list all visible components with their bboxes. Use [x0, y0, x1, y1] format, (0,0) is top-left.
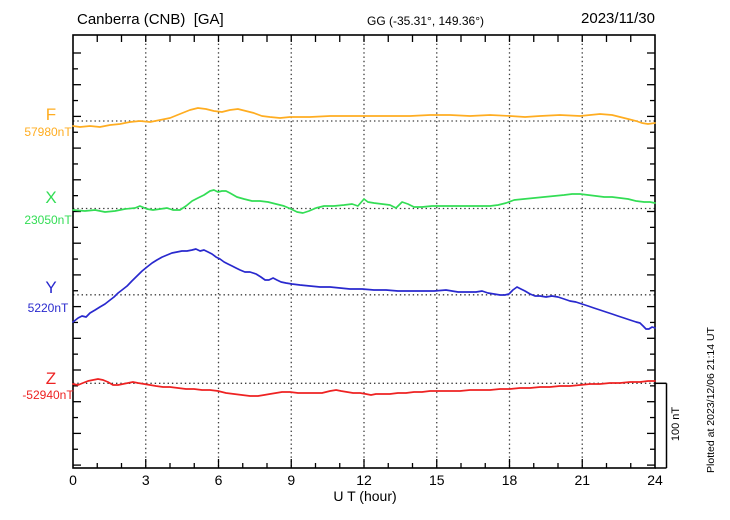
x-axis-label: U T (hour) [333, 488, 397, 504]
series-baseline-Y: 5220nT [27, 301, 69, 315]
series-label-F: F [45, 105, 57, 124]
trace-Y [72, 248, 656, 330]
series-baseline-F: 57980nT [24, 124, 72, 139]
series-label-Y: Y [45, 278, 57, 297]
x-tick-label-12: 12 [356, 472, 372, 488]
trace-X [72, 189, 656, 214]
x-tick-label-18: 18 [501, 472, 518, 488]
x-tick-label-24: 24 [647, 472, 663, 488]
geo-coordinates-label: GG (-35.31°, 149.36°) [367, 14, 484, 28]
x-tick-label-15: 15 [428, 472, 445, 488]
x-tick-label-6: 6 [214, 472, 223, 488]
x-tick-label-3: 3 [141, 472, 150, 488]
series-label-X: X [45, 188, 57, 207]
plotted-timestamp: Plotted at 2023/12/06 21:14 UT [705, 327, 717, 473]
series-baseline-X: 23050nT [24, 213, 72, 227]
x-tick-label-21: 21 [574, 472, 591, 488]
trace-F [72, 107, 656, 128]
station-title: Canberra (CNB) [GA] [77, 11, 224, 28]
plot-date: 2023/11/30 [581, 10, 655, 27]
x-tick-label-0: 0 [69, 472, 77, 488]
series-baseline-Z: -52940nT [22, 387, 74, 402]
series-label-Z: Z [45, 369, 57, 388]
x-tick-label-9: 9 [287, 472, 296, 488]
scale-bar-label: 100 nT [670, 406, 682, 442]
trace-Z [72, 378, 656, 397]
